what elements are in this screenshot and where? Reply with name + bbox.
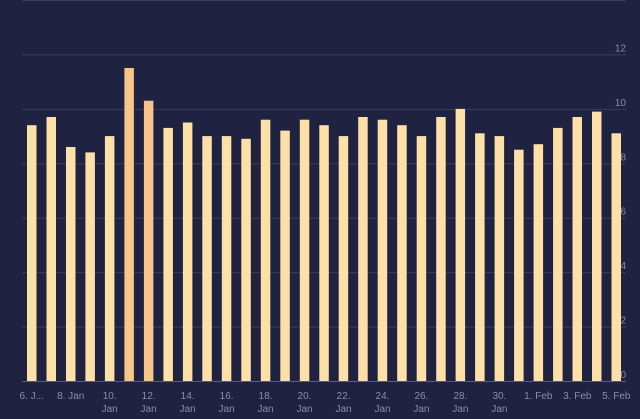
bar[interactable]: [241, 138, 251, 381]
y-tick-label: 4: [620, 261, 626, 272]
bar[interactable]: [221, 136, 232, 381]
y-tick-label: 2: [620, 316, 626, 327]
x-tick-label: 10. Jan: [102, 391, 118, 415]
x-tick-label: 8. Jan: [57, 391, 84, 402]
bar[interactable]: [338, 136, 349, 381]
y-axis-ticks: 0 2 4 6 8 10 12: [615, 43, 627, 381]
bar[interactable]: [572, 117, 583, 381]
x-tick-label: 20. Jan: [296, 391, 312, 415]
y-tick-label: 12: [615, 43, 627, 54]
bar[interactable]: [533, 144, 544, 381]
bar[interactable]: [299, 119, 310, 381]
bar[interactable]: [514, 149, 524, 381]
x-tick-label: 16. Jan: [219, 391, 235, 415]
bar[interactable]: [494, 136, 505, 381]
y-tick-label: 6: [620, 207, 626, 218]
bar[interactable]: [358, 117, 368, 381]
x-tick-label: 26. Jan: [413, 391, 429, 415]
bar[interactable]: [611, 133, 622, 381]
bar[interactable]: [319, 125, 329, 381]
bar[interactable]: [66, 147, 76, 381]
x-tick-label: 30. Jan: [491, 391, 507, 415]
bar[interactable]: [202, 136, 212, 381]
x-tick-label: 6. J...: [19, 391, 43, 402]
x-tick-label: 14. Jan: [180, 391, 196, 415]
bar[interactable]: [416, 136, 427, 381]
x-tick-label: 12. Jan: [141, 391, 157, 415]
bar[interactable]: [163, 127, 173, 382]
bar[interactable]: [104, 136, 115, 381]
x-tick-label: 3. Feb: [563, 391, 592, 402]
bar[interactable]: [143, 100, 154, 381]
x-axis-ticks: 6. J... 8. Jan 10. Jan 12. Jan 14. Jan 16. Jan 18.…: [19, 391, 630, 415]
bar[interactable]: [436, 117, 446, 381]
bar[interactable]: [280, 130, 290, 381]
bar[interactable]: [397, 125, 407, 381]
bar[interactable]: [475, 133, 485, 381]
bar[interactable]: [46, 117, 57, 381]
bar[interactable]: [553, 127, 563, 382]
bar[interactable]: [455, 108, 466, 382]
bar[interactable]: [377, 119, 388, 381]
x-tick-label: 22. Jan: [335, 391, 351, 415]
y-tick-label: 8: [620, 152, 626, 163]
bar[interactable]: [260, 119, 271, 381]
bar[interactable]: [27, 125, 37, 381]
bar[interactable]: [85, 152, 95, 381]
x-tick-label: 18. Jan: [257, 391, 273, 415]
bar[interactable]: [592, 111, 602, 381]
bar[interactable]: [182, 122, 193, 382]
bar[interactable]: [124, 68, 134, 381]
x-tick-label: 5. Feb: [602, 391, 631, 402]
y-tick-label: 10: [615, 98, 627, 109]
x-tick-label: 28. Jan: [452, 391, 468, 415]
bars: [27, 68, 622, 382]
y-tick-label: 0: [620, 370, 626, 381]
x-tick-label: 24. Jan: [374, 391, 390, 415]
x-tick-label: 1. Feb: [524, 391, 553, 402]
